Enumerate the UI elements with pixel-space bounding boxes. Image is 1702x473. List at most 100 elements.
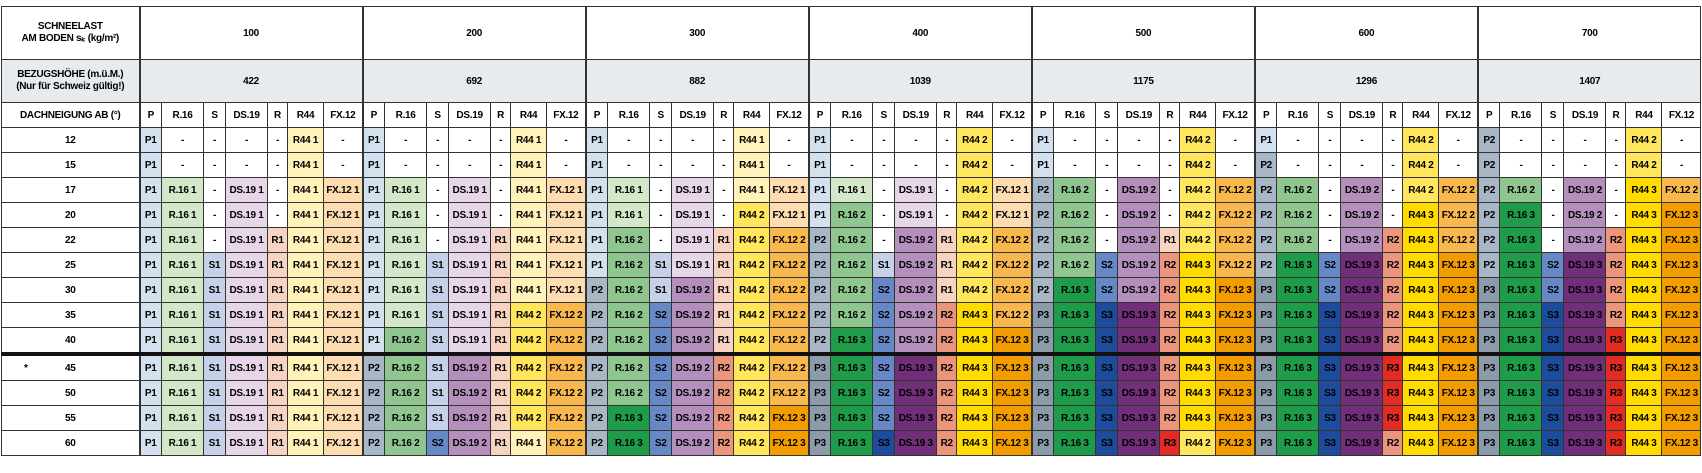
label-line: AM BODEN sₖ (kg/m²) [21,33,120,44]
product-cell: - [769,127,810,153]
product-cell: - [490,152,512,178]
product-cell: DS.19 2 [1117,252,1161,278]
product-cell: DS.19 2 [448,405,492,431]
product-cell: FX.12 3 [769,405,810,431]
product-cell: R.16 1 [161,252,204,278]
product-cell: R44 2 [733,227,771,253]
product-cell: R1 [1159,227,1181,253]
product-cell: R.16 3 [1499,353,1543,381]
snow-label: SCHNEELAST AM BODEN sₖ (kg/m²) [1,6,140,60]
column-header: R.16 [830,102,874,128]
product-cell: DS.19 2 [1340,177,1384,203]
roof-slope: 15 [1,152,140,178]
product-cell: FX.12 3 [992,380,1033,406]
product-cell: R44 2 [733,405,771,431]
product-cell: - [649,227,673,253]
product-cell: R44 2 [733,202,771,228]
product-cell: R44 2 [1179,152,1217,178]
product-cell: R.16 3 [830,430,874,456]
product-cell: R.16 2 [384,430,428,456]
product-cell: S3 [1318,380,1342,406]
product-cell: R.16 2 [830,202,874,228]
product-cell: R44 3 [1179,302,1217,328]
product-cell: R44 3 [1625,405,1663,431]
product-cell: S2 [1541,252,1565,278]
roof-slope: 60 [1,430,140,456]
data-row: 12 P1- - - - R44 1- P1- - - - R44 1- P1- - - - R44 1- P1… [1,127,1702,153]
product-cell: - [1117,127,1161,153]
product-cell: DS.19 1 [225,277,268,303]
product-cell: P3 [1253,353,1278,381]
product-cell: P2 [1253,152,1278,178]
product-cell: S2 [1095,277,1119,303]
product-cell: R2 [936,405,958,431]
product-cell: FX.12 2 [992,277,1033,303]
product-cell: R2 [936,327,958,356]
column-header: R44 [510,102,548,128]
product-cell: S3 [1541,353,1565,381]
product-cell: - [448,152,492,178]
product-cell: P3 [1253,302,1278,328]
product-cell: P1 [138,227,162,253]
product-cell: P3 [1253,430,1278,456]
product-cell: R.16 3 [830,380,874,406]
product-cell: R44 2 [510,353,548,381]
product-cell: P3 [1030,430,1055,456]
column-header: S [203,102,226,128]
product-cell: R2 [936,430,958,456]
product-cell: - [936,127,958,153]
product-cell: R44 2 [956,252,994,278]
marker: * [24,362,28,374]
slope-value: 50 [64,387,76,399]
product-cell: FX.12 3 [1661,327,1702,356]
column-header: R44 [287,102,324,128]
product-cell: R44 3 [1625,302,1663,328]
slope-label: DACHNEIGUNG AB (°) [1,102,140,128]
product-cell: R2 [936,380,958,406]
product-cell: FX.12 3 [992,353,1033,381]
product-cell: P3 [1253,405,1278,431]
column-header: S [872,102,896,128]
product-cell: R44 3 [956,380,994,406]
product-cell: P1 [584,252,609,278]
slope-value: 55 [64,412,76,424]
product-cell: P2 [1253,177,1278,203]
product-cell: FX.12 1 [322,177,364,203]
product-cell: R1 [490,277,512,303]
product-cell: FX.12 1 [322,252,364,278]
product-cell: S1 [426,277,450,303]
product-cell: FX.12 1 [322,380,364,406]
product-cell: P1 [138,277,162,303]
column-header: DS.19 [894,102,938,128]
header-row: SCHNEELAST AM BODEN sₖ (kg/m²) 100 200 300 40… [1,6,1702,60]
product-cell: R44 3 [1179,405,1217,431]
product-cell: - [267,202,288,228]
product-cell: S2 [872,405,896,431]
product-cell: DS.19 2 [1563,227,1607,253]
product-cell: R2 [1159,277,1181,303]
snow-load: 400 [807,6,1033,60]
product-cell: P3 [1253,380,1278,406]
product-cell: S3 [1541,405,1565,431]
product-cell: FX.12 2 [546,380,587,406]
product-cell: DS.19 1 [225,353,268,381]
product-cell: R3 [1382,380,1404,406]
product-cell: R44 3 [1402,227,1440,253]
reference-height: 1039 [807,59,1033,103]
product-cell: R44 2 [956,152,994,178]
product-cell: R1 [267,353,288,381]
product-cell: FX.12 2 [1215,202,1256,228]
product-cell: R.16 3 [1499,277,1543,303]
product-cell: R2 [1605,302,1627,328]
product-cell: DS.19 1 [671,177,715,203]
product-cell: DS.19 1 [671,202,715,228]
product-cell: DS.19 3 [1117,430,1161,456]
product-cell: P2 [361,405,386,431]
product-cell: DS.19 2 [1563,202,1607,228]
product-cell: DS.19 3 [1340,430,1384,456]
product-cell: P2 [807,252,832,278]
product-cell: R.16 3 [1276,430,1320,456]
column-header: DS.19 [1563,102,1607,128]
product-cell: R.16 3 [1276,380,1320,406]
product-cell: FX.12 1 [322,353,364,381]
